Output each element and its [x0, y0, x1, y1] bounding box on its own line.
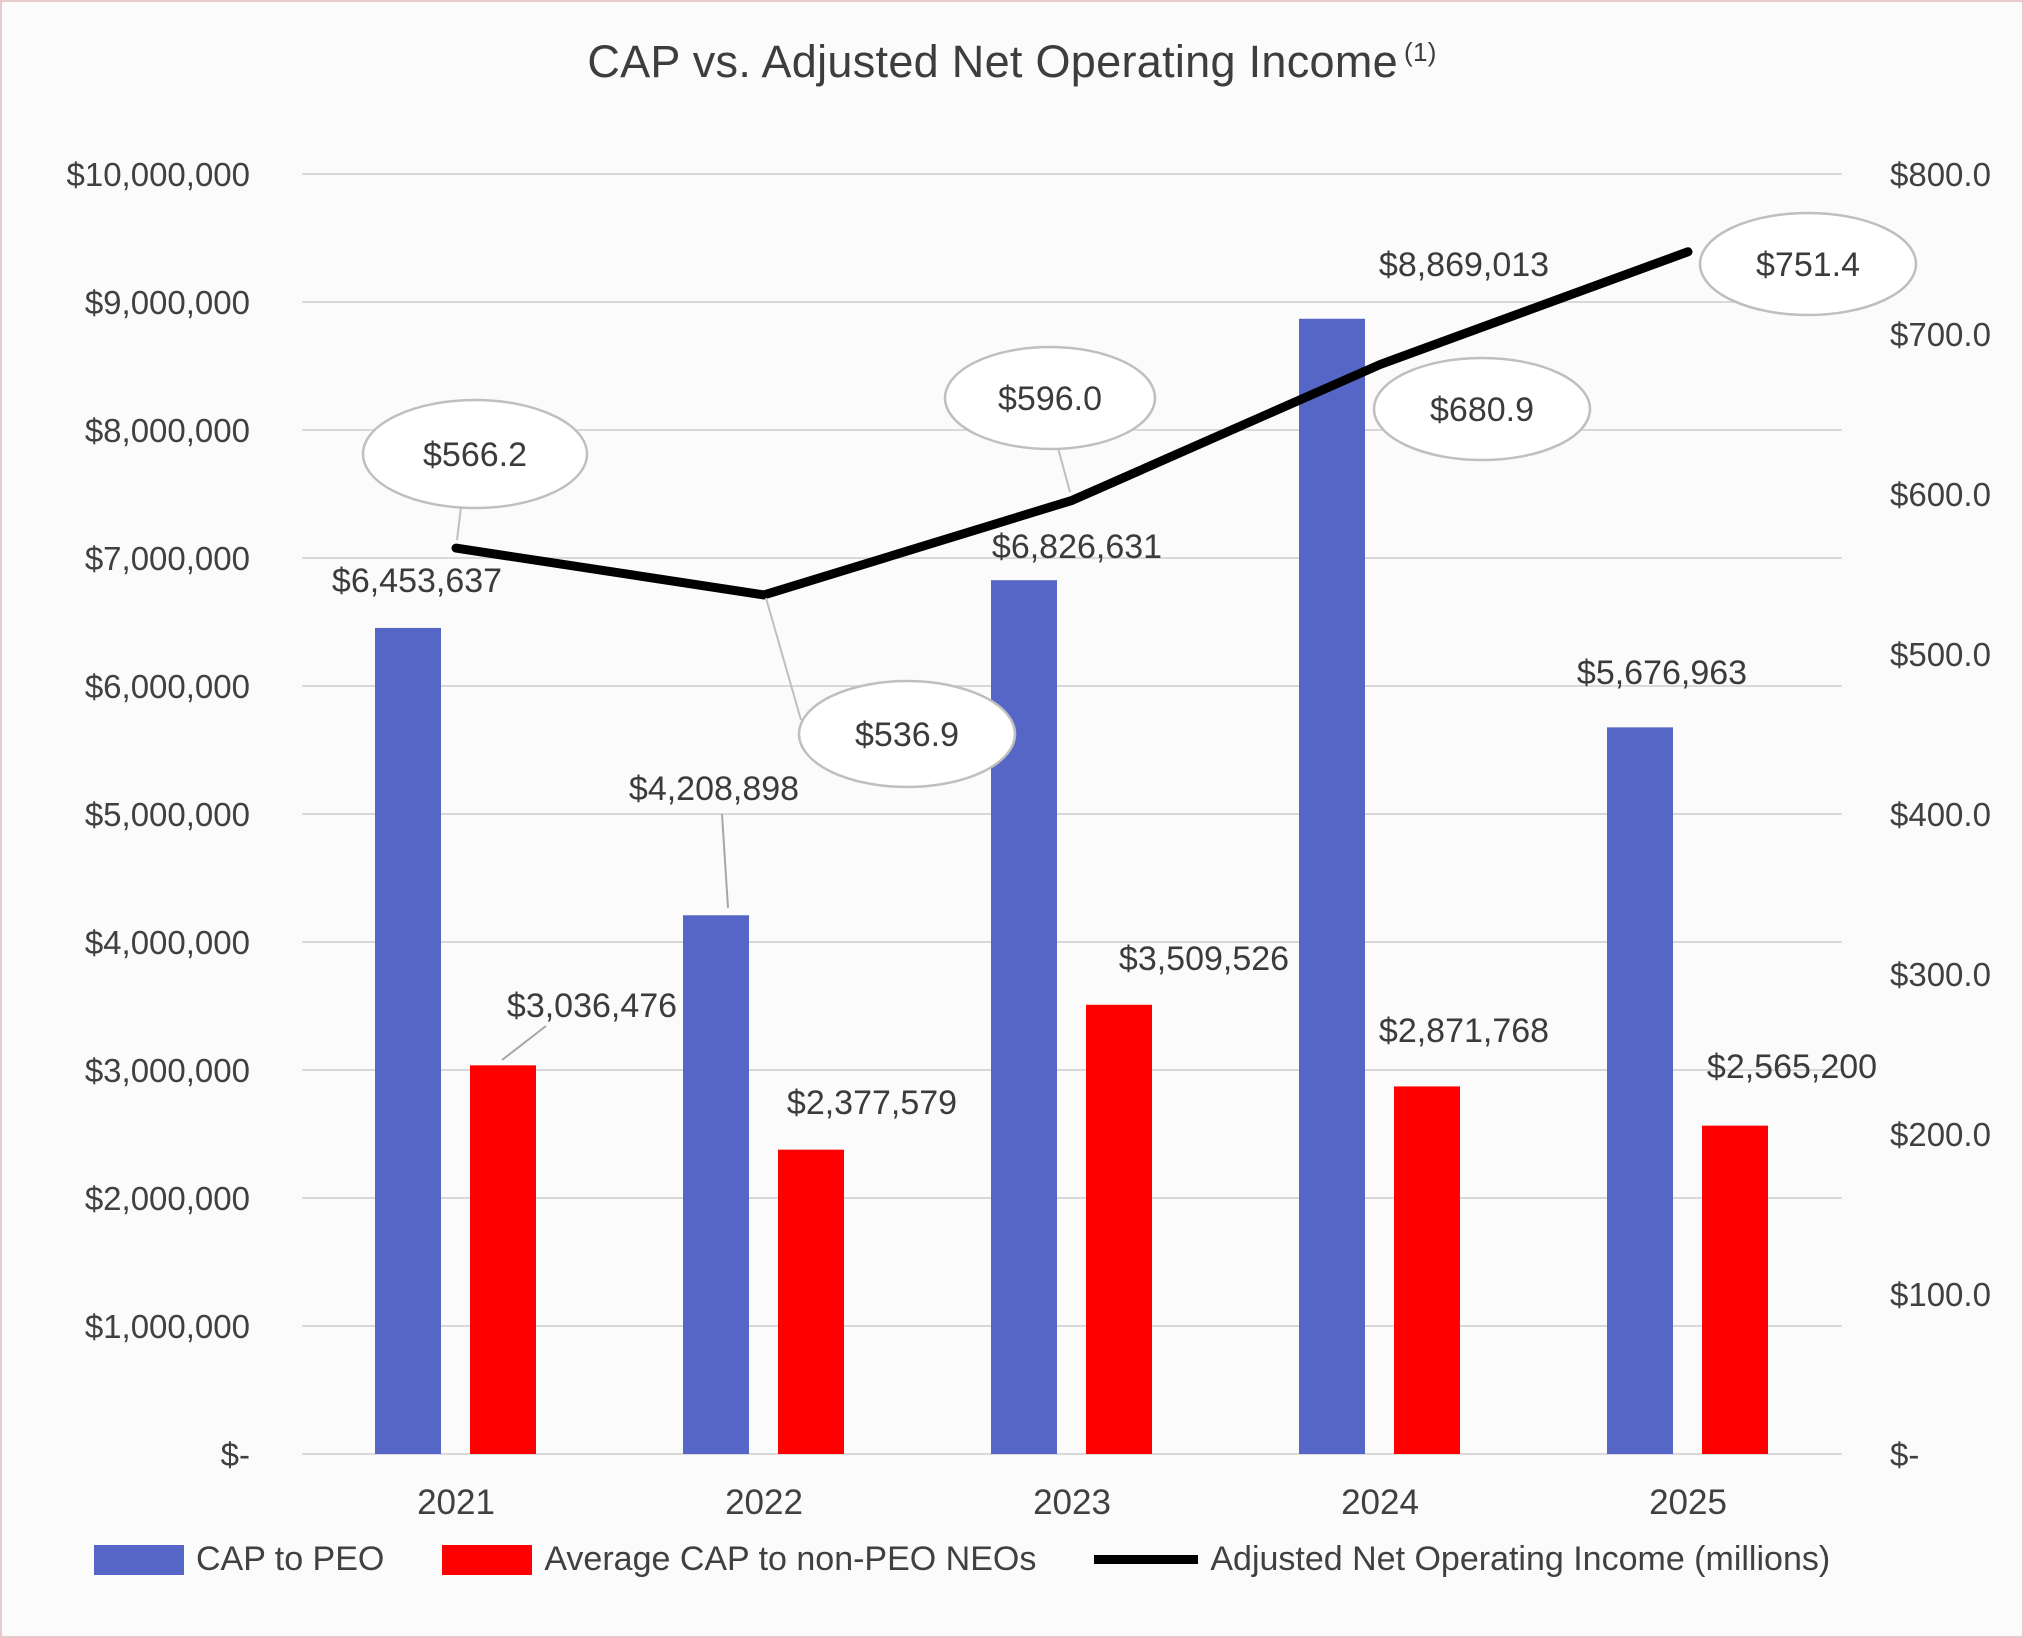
- bar-non-peo-neos-2025: [1702, 1125, 1768, 1454]
- bar-cap-to-peo-2024: [1299, 318, 1365, 1454]
- line-label-2021: $566.2: [423, 436, 527, 474]
- bar-label-cap-to-peo-2021: $6,453,637: [332, 562, 502, 600]
- x-axis-label-2021: 2021: [417, 1483, 495, 1522]
- legend-label-non-peo-neos: Average CAP to non-PEO NEOs: [544, 1540, 1037, 1578]
- legend-item-cap-to-peo: CAP to PEO: [94, 1540, 384, 1579]
- right-axis-tick: $100.0: [1890, 1276, 1991, 1313]
- bar-non-peo-neos-2023: [1086, 1004, 1152, 1454]
- left-axis-tick: $2,000,000: [85, 1180, 250, 1217]
- bar-label-cap-to-peo-2025: $5,676,963: [1577, 654, 1747, 692]
- callout-ellipse-2023: [943, 345, 1157, 451]
- left-axis-tick: $5,000,000: [85, 796, 250, 833]
- line-adjusted-net-operating-income: [451, 247, 1693, 600]
- bar-label-non-peo-neos-2023: $3,509,526: [1119, 940, 1289, 978]
- chart-title-text: CAP vs. Adjusted Net Operating Income: [587, 36, 1398, 87]
- bar-non-peo-neos-2024: [1394, 1086, 1460, 1454]
- legend-label-cap-to-peo: CAP to PEO: [196, 1540, 385, 1578]
- callout-leader: [1057, 447, 1071, 493]
- left-axis-tick: $9,000,000: [85, 284, 250, 321]
- right-axis-tick: $500.0: [1890, 636, 1991, 673]
- callout-ellipse-2021: [361, 398, 589, 510]
- bar-cap-to-peo-2025: [1607, 727, 1673, 1454]
- right-axis-tick: $800.0: [1890, 156, 1991, 193]
- right-axis-tick: $600.0: [1890, 476, 1991, 513]
- bar-label-non-peo-neos-2021: $3,036,476: [507, 987, 677, 1025]
- line-label-2023: $596.0: [998, 380, 1102, 418]
- bar-cap-to-peo-2021: [375, 627, 441, 1454]
- legend-swatch-non-peo-neos: [442, 1544, 533, 1575]
- left-axis-tick: $7,000,000: [85, 540, 250, 577]
- x-axis-label-2023: 2023: [1033, 1483, 1111, 1522]
- left-axis-tick: $10,000,000: [66, 156, 250, 193]
- right-axis-tick: $300.0: [1890, 956, 1991, 993]
- line-label-2024: $680.9: [1430, 391, 1534, 429]
- bar-label-leader: [721, 813, 729, 909]
- callout-ellipse-2025: [1698, 211, 1918, 317]
- line-label-2025: $751.4: [1756, 246, 1860, 284]
- right-axis-tick: $700.0: [1890, 316, 1991, 353]
- callout-ellipse-2022: [797, 679, 1017, 789]
- legend: CAP to PEO Average CAP to non-PEO NEOs A…: [94, 1540, 1830, 1579]
- left-axis-tick: $3,000,000: [85, 1052, 250, 1089]
- x-axis-label-2022: 2022: [725, 1483, 803, 1522]
- left-axis-tick: $4,000,000: [85, 924, 250, 961]
- bar-non-peo-neos-2021: [470, 1065, 536, 1454]
- x-axis-label-2025: 2025: [1649, 1483, 1727, 1522]
- left-axis-tick: $8,000,000: [85, 412, 250, 449]
- left-axis-tick: $-: [221, 1436, 250, 1473]
- x-axis-label-2024: 2024: [1341, 1483, 1419, 1522]
- bar-label-leader: [501, 1025, 547, 1061]
- legend-label-adjusted-noi: Adjusted Net Operating Income (millions): [1210, 1540, 1831, 1578]
- right-axis-tick: $400.0: [1890, 796, 1991, 833]
- line-label-2022: $536.9: [855, 716, 959, 754]
- bar-non-peo-neos-2022: [778, 1149, 844, 1454]
- left-axis-tick: $6,000,000: [85, 668, 250, 705]
- right-axis-tick: $-: [1890, 1436, 1919, 1473]
- left-axis-tick: $1,000,000: [85, 1308, 250, 1345]
- chart-title-footnote-marker: (1): [1404, 37, 1437, 67]
- right-axis-tick: $200.0: [1890, 1116, 1991, 1153]
- callout-leader: [456, 506, 462, 541]
- bar-label-cap-to-peo-2024: $8,869,013: [1379, 246, 1549, 284]
- legend-swatch-cap-to-peo: [94, 1544, 184, 1575]
- chart-title: CAP vs. Adjusted Net Operating Income (1): [2, 36, 2022, 88]
- bar-label-cap-to-peo-2023: $6,826,631: [992, 528, 1162, 566]
- legend-item-adjusted-net-operating-income: Adjusted Net Operating Income (millions): [1094, 1540, 1830, 1579]
- bar-label-cap-to-peo-2022: $4,208,898: [629, 770, 799, 808]
- callout-ellipse-2024: [1372, 356, 1592, 462]
- bar-label-non-peo-neos-2024: $2,871,768: [1379, 1012, 1549, 1050]
- bar-cap-to-peo-2022: [683, 915, 749, 1454]
- bar-label-non-peo-neos-2022: $2,377,579: [787, 1084, 957, 1122]
- legend-item-non-peo-neos: Average CAP to non-PEO NEOs: [442, 1540, 1036, 1579]
- callout-leader: [765, 597, 802, 721]
- bar-label-non-peo-neos-2025: $2,565,200: [1707, 1048, 1877, 1086]
- legend-swatch-line-adjusted-noi: [1094, 1555, 1199, 1564]
